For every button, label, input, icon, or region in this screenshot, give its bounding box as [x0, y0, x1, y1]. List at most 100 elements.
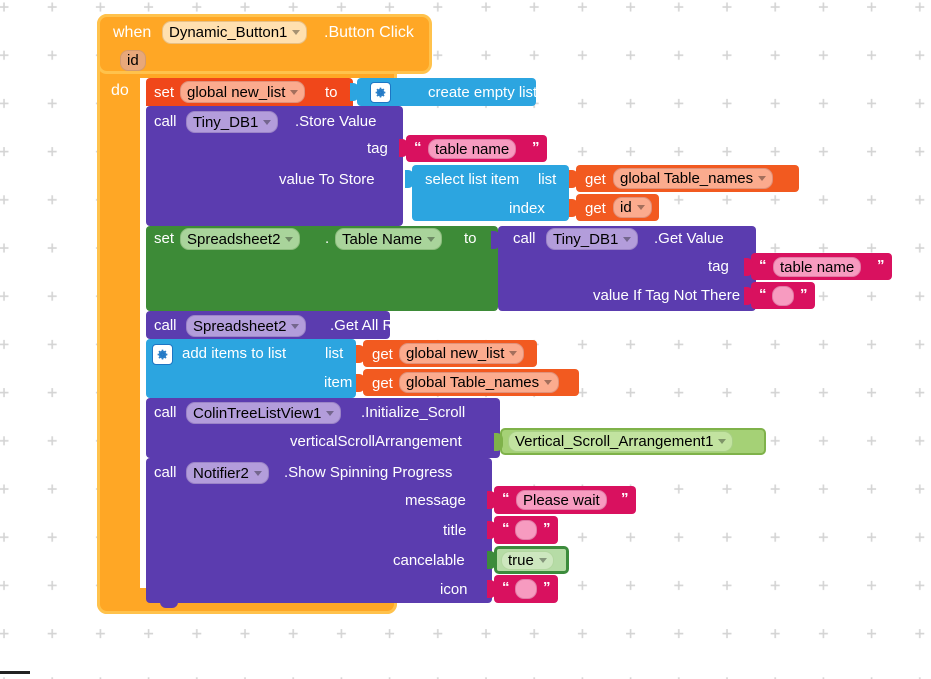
chevron-down-icon[interactable]	[253, 470, 262, 476]
get-global-table-names-plug-1	[569, 170, 578, 188]
get-global-new-list-label: global new_list	[406, 345, 505, 362]
get-global-new-list-dropdown[interactable]: global new_list	[399, 343, 525, 364]
chevron-down-icon[interactable]	[623, 236, 632, 242]
get-id-plug	[569, 199, 578, 217]
select-list-item-index-label: index	[509, 200, 545, 217]
spreadsheet-get-all-rows-top-notch	[160, 311, 178, 317]
notifier-call-keyword: call	[154, 464, 177, 481]
get-global-table-names-plug-2	[356, 374, 365, 392]
tinydb-method-label: .Store Value	[295, 113, 377, 130]
chevron-down-icon[interactable]	[538, 558, 547, 563]
tinydb-get-socket-label-value-if-tag-not-there: value If Tag Not There	[593, 287, 741, 304]
chevron-down-icon[interactable]	[291, 323, 300, 329]
tinydb-get-value-plug	[491, 231, 500, 249]
tinydb-call-keyword: call	[154, 113, 177, 130]
spreadsheet-component-dropdown[interactable]: Spreadsheet2	[180, 228, 301, 250]
close-quote-glyph: ”	[543, 520, 551, 537]
chevron-down-icon[interactable]	[290, 89, 299, 95]
chevron-down-icon[interactable]	[544, 380, 553, 385]
spreadsheet-property-dropdown[interactable]: Table Name	[335, 228, 443, 250]
text-field-please-wait[interactable]: Please wait	[516, 490, 607, 510]
colintree-method-label: .Initialize_Scroll	[361, 404, 466, 421]
colintree-component-dropdown[interactable]: ColinTreeListView1	[186, 402, 342, 424]
chevron-down-icon[interactable]	[427, 236, 436, 242]
get-id-dropdown[interactable]: id	[613, 197, 652, 218]
close-quote-glyph: ”	[621, 490, 629, 507]
open-quote-glyph: “	[759, 257, 767, 274]
gear-icon-glyph	[157, 349, 168, 360]
select-list-item-list-label: list	[538, 171, 557, 188]
event-method-label: .Button Click	[324, 24, 414, 41]
open-quote-glyph: “	[502, 490, 510, 507]
notifier-component-dropdown[interactable]: Notifier2	[186, 462, 269, 484]
get-all-rows-component-dropdown[interactable]: Spreadsheet2	[186, 315, 307, 337]
text-field-empty-2[interactable]	[515, 520, 537, 540]
text-block-empty-1-plug	[744, 287, 753, 305]
tinydb-get-component-dropdown[interactable]: Tiny_DB1	[546, 228, 639, 250]
get-global-table-names-label-1: global Table_names	[620, 170, 754, 187]
select-list-item-plug	[405, 170, 414, 188]
text-field-table-name-1[interactable]: table name	[428, 139, 517, 159]
gear-icon[interactable]	[152, 344, 173, 365]
close-quote-glyph: ”	[877, 257, 885, 274]
create-empty-list-plug	[350, 83, 359, 101]
gear-icon[interactable]	[370, 82, 391, 103]
event-parameter-id[interactable]: id	[120, 50, 146, 71]
spreadsheet-component-label: Spreadsheet2	[187, 230, 281, 248]
open-quote-glyph: “	[502, 579, 510, 596]
global-new-list-dropdown[interactable]: global new_list	[180, 81, 306, 103]
vertical-scroll-arrangement1-label: Vertical_Scroll_Arrangement1	[515, 433, 714, 450]
get-global-table-names-dropdown-2[interactable]: global Table_names	[399, 372, 560, 393]
chevron-down-icon[interactable]	[263, 119, 272, 125]
notifier-top-notch	[160, 458, 178, 464]
text-field-empty-3[interactable]	[515, 579, 537, 599]
chevron-down-icon[interactable]	[636, 205, 645, 210]
tinydb-component-dropdown[interactable]: Tiny_DB1	[186, 111, 279, 133]
tinydb-get-socket-label-tag: tag	[708, 258, 729, 275]
close-quote-glyph: ”	[800, 286, 808, 303]
tinydb-store-value-top-notch	[160, 106, 178, 112]
notifier-component-label: Notifier2	[193, 464, 249, 482]
colintree-call-keyword: call	[154, 404, 177, 421]
chevron-down-icon[interactable]	[718, 439, 727, 444]
get-global-table-names-dropdown-1[interactable]: global Table_names	[613, 168, 774, 189]
select-list-item-title: select list item	[425, 171, 520, 188]
text-block-please-wait-plug	[487, 491, 496, 509]
spreadsheet-property-label: Table Name	[342, 230, 423, 248]
get-global-new-list-plug	[356, 345, 365, 363]
chevron-down-icon[interactable]	[285, 236, 294, 242]
chevron-down-icon[interactable]	[292, 30, 301, 35]
add-items-to-list-block[interactable]	[146, 339, 356, 398]
get-global-table-names-label-2: global Table_names	[406, 374, 540, 391]
logic-true-dropdown[interactable]: true	[501, 551, 554, 570]
colintree-top-notch	[160, 398, 178, 404]
notifier-socket-label-message: message	[405, 492, 466, 509]
text-field-table-name-2[interactable]: table name	[773, 257, 862, 277]
set-spreadsheet-keyword-to: to	[464, 230, 477, 247]
chevron-down-icon[interactable]	[509, 351, 518, 356]
workspace-bottom-marker	[0, 671, 30, 674]
gear-icon-glyph	[375, 87, 386, 98]
chevron-down-icon[interactable]	[326, 410, 335, 416]
get-keyword-4: get	[372, 375, 393, 392]
add-items-to-list-title: add items to list	[182, 345, 287, 362]
chevron-down-icon[interactable]	[758, 176, 767, 181]
logic-true-label: true	[508, 552, 534, 569]
set-keyword-to: to	[325, 84, 338, 101]
tinydb-get-method-label: .Get Value	[654, 230, 724, 247]
text-field-table-name-2-value: table name	[780, 258, 855, 276]
notifier-socket-label-icon: icon	[440, 581, 468, 598]
event-parameter-label: id	[127, 52, 139, 69]
tinydb-get-call-keyword: call	[513, 230, 536, 247]
notifier-bottom-notch	[160, 601, 178, 608]
select-list-item-block[interactable]	[412, 165, 569, 221]
close-quote-glyph: ”	[543, 579, 551, 596]
vertical-scroll-arrangement1-dropdown[interactable]: Vertical_Scroll_Arrangement1	[508, 431, 734, 452]
text-field-empty-1[interactable]	[772, 286, 794, 306]
get-all-rows-call-keyword: call	[154, 317, 177, 334]
text-block-empty-2-plug	[487, 521, 496, 539]
colintree-socket-label-vertical-scroll: verticalScrollArrangement	[290, 433, 462, 450]
event-component-dropdown[interactable]: Dynamic_Button1	[162, 21, 308, 44]
tinydb-socket-label-tag: tag	[367, 140, 388, 157]
